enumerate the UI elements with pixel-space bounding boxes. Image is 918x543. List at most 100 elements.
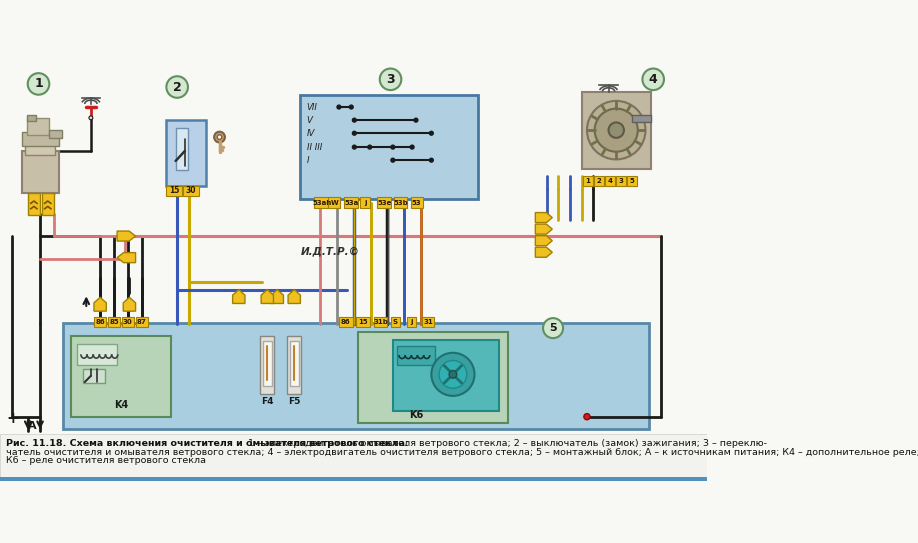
Polygon shape bbox=[271, 289, 284, 304]
Text: 53a: 53a bbox=[344, 200, 358, 206]
Circle shape bbox=[391, 158, 395, 162]
Circle shape bbox=[643, 68, 664, 90]
Polygon shape bbox=[118, 231, 136, 241]
Bar bbox=[407, 317, 416, 326]
Text: 1: 1 bbox=[586, 179, 590, 185]
Bar bbox=[49, 130, 62, 138]
Bar bbox=[25, 140, 55, 155]
Bar bbox=[356, 317, 370, 326]
Bar bbox=[84, 369, 105, 383]
Circle shape bbox=[350, 105, 353, 109]
Text: 85: 85 bbox=[109, 319, 118, 325]
Circle shape bbox=[28, 73, 50, 94]
Bar bbox=[94, 317, 106, 326]
Text: A: A bbox=[28, 421, 37, 431]
Polygon shape bbox=[535, 212, 553, 223]
Bar bbox=[166, 186, 182, 195]
Text: 87: 87 bbox=[137, 319, 147, 325]
Circle shape bbox=[380, 68, 401, 90]
Circle shape bbox=[584, 414, 590, 420]
Text: K6: K6 bbox=[409, 410, 423, 420]
Circle shape bbox=[430, 131, 433, 135]
Text: 53e: 53e bbox=[377, 200, 392, 206]
Text: 86: 86 bbox=[341, 319, 351, 325]
Bar bbox=[289, 341, 299, 386]
Text: I: I bbox=[307, 156, 309, 165]
Text: 15: 15 bbox=[169, 186, 179, 195]
Text: 31b: 31b bbox=[373, 319, 388, 325]
Bar bbox=[107, 317, 120, 326]
Circle shape bbox=[449, 370, 457, 378]
Text: 53: 53 bbox=[412, 200, 421, 206]
Bar bbox=[627, 176, 637, 186]
Text: 4: 4 bbox=[649, 73, 657, 86]
Text: 3: 3 bbox=[386, 73, 395, 86]
Text: IV: IV bbox=[307, 129, 315, 138]
Bar bbox=[263, 341, 272, 386]
Circle shape bbox=[609, 123, 624, 138]
Bar bbox=[122, 317, 134, 326]
Bar bbox=[71, 336, 171, 416]
Bar bbox=[397, 346, 435, 365]
Bar bbox=[393, 340, 499, 411]
Polygon shape bbox=[535, 224, 553, 234]
Circle shape bbox=[414, 118, 418, 122]
Bar bbox=[328, 197, 341, 208]
Bar bbox=[27, 118, 49, 135]
Polygon shape bbox=[261, 289, 274, 304]
Bar bbox=[175, 128, 188, 170]
Circle shape bbox=[337, 105, 341, 109]
Text: S: S bbox=[393, 319, 397, 325]
Bar bbox=[184, 186, 198, 195]
Text: 5: 5 bbox=[630, 179, 634, 185]
Bar bbox=[605, 176, 615, 186]
Text: 30: 30 bbox=[185, 186, 196, 195]
Polygon shape bbox=[232, 289, 245, 304]
Circle shape bbox=[543, 318, 563, 338]
Bar bbox=[344, 197, 358, 208]
Bar bbox=[410, 197, 423, 208]
Text: VII: VII bbox=[307, 103, 318, 111]
Circle shape bbox=[587, 101, 645, 160]
Circle shape bbox=[368, 145, 372, 149]
Bar bbox=[0, 477, 707, 481]
Bar bbox=[0, 434, 707, 481]
Bar bbox=[582, 92, 651, 169]
Text: 5: 5 bbox=[549, 323, 557, 333]
Bar bbox=[21, 151, 59, 193]
Bar bbox=[287, 336, 301, 394]
Polygon shape bbox=[535, 236, 553, 245]
Circle shape bbox=[595, 109, 638, 151]
Text: 4: 4 bbox=[607, 179, 612, 185]
Bar bbox=[390, 317, 399, 326]
Text: F4: F4 bbox=[261, 397, 274, 406]
Circle shape bbox=[166, 76, 188, 98]
Polygon shape bbox=[288, 289, 300, 304]
Text: 2: 2 bbox=[173, 80, 182, 93]
Polygon shape bbox=[94, 298, 106, 311]
Bar bbox=[314, 197, 330, 208]
Bar bbox=[358, 332, 509, 423]
Text: II III: II III bbox=[307, 143, 322, 151]
Bar bbox=[616, 176, 626, 186]
Circle shape bbox=[430, 158, 433, 162]
Text: W: W bbox=[330, 200, 338, 206]
Bar bbox=[583, 176, 593, 186]
Circle shape bbox=[214, 132, 225, 142]
Bar bbox=[41, 193, 54, 215]
Circle shape bbox=[439, 361, 466, 388]
Text: 53ah: 53ah bbox=[312, 200, 331, 206]
Bar bbox=[27, 115, 36, 121]
Bar bbox=[63, 323, 649, 429]
Bar bbox=[261, 336, 274, 394]
Bar bbox=[300, 94, 477, 199]
Circle shape bbox=[391, 145, 395, 149]
Text: 1 – электродвигатель омывателя ветрового стекла; 2 – выключатель (замок) зажиган: 1 – электродвигатель омывателя ветрового… bbox=[245, 439, 767, 448]
Text: j: j bbox=[364, 200, 366, 206]
Bar bbox=[394, 197, 408, 208]
Circle shape bbox=[218, 135, 222, 140]
Text: 2: 2 bbox=[597, 179, 601, 185]
Bar bbox=[77, 344, 118, 365]
Bar bbox=[422, 317, 434, 326]
Polygon shape bbox=[535, 247, 553, 257]
